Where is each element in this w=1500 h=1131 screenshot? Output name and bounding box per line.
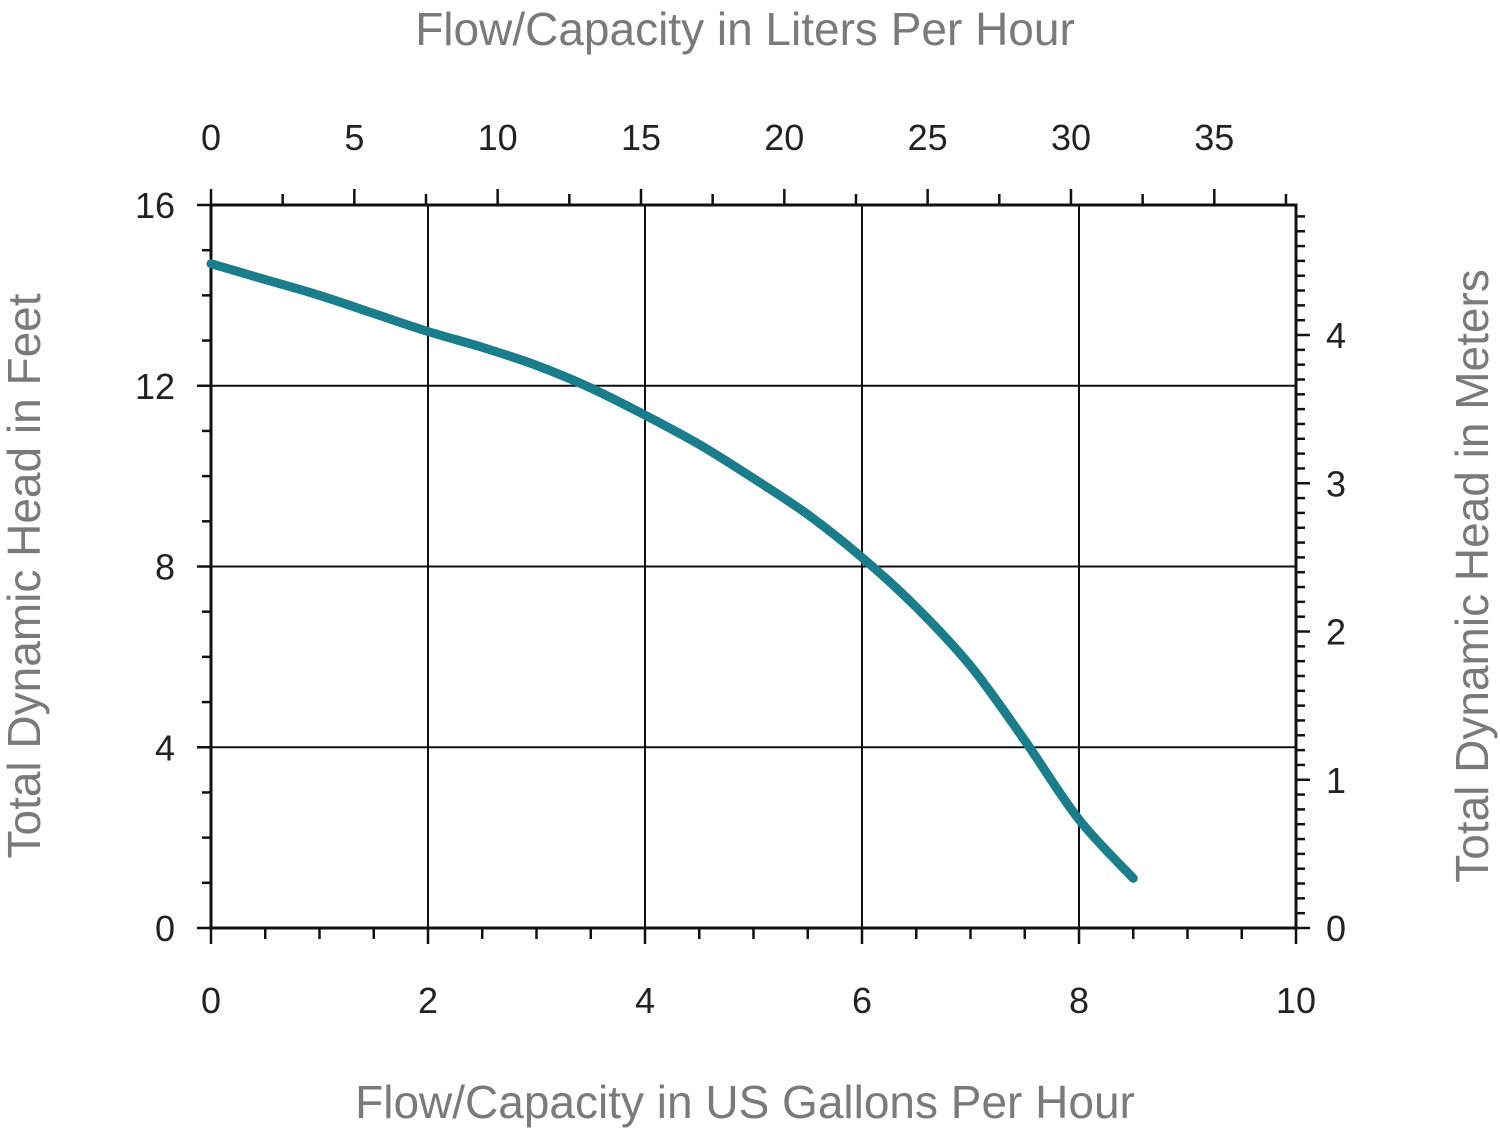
y-tick-label: 4: [155, 727, 175, 768]
y2-tick-label: 2: [1326, 612, 1346, 653]
gridlines: [211, 205, 1296, 928]
y2-tick-label: 3: [1326, 463, 1346, 504]
x2-tick-label: 35: [1194, 117, 1234, 158]
y2-tick-label: 1: [1326, 760, 1346, 801]
y-tick-label: 12: [135, 366, 175, 407]
x2-tick-label: 20: [764, 117, 804, 158]
right-axis-title: Total Dynamic Head in Meters: [1446, 269, 1498, 883]
y-tick-label: 8: [155, 547, 175, 588]
x-tick-label: 4: [635, 980, 655, 1021]
x2-tick-label: 5: [344, 117, 364, 158]
y-tick-label: 0: [155, 908, 175, 949]
bottom-axis-title: Flow/Capacity in US Gallons Per Hour: [355, 1076, 1135, 1128]
x-tick-label: 0: [201, 980, 221, 1021]
series-group: [206, 259, 1138, 883]
x-tick-label: 10: [1276, 980, 1316, 1021]
x-tick-label: 8: [1069, 980, 1089, 1021]
top-axis-title: Flow/Capacity in Liters Per Hour: [415, 3, 1075, 55]
x2-tick-label: 0: [201, 117, 221, 158]
x2-tick-label: 30: [1051, 117, 1091, 158]
x-tick-label: 6: [852, 980, 872, 1021]
y2-tick-label: 4: [1326, 315, 1346, 356]
x2-tick-label: 10: [478, 117, 518, 158]
y2-tick-label: 0: [1326, 908, 1346, 949]
y-tick-label: 16: [135, 185, 175, 226]
plot-frame: [209, 203, 1298, 930]
left-axis-title: Total Dynamic Head in Feet: [0, 293, 50, 858]
x-tick-label: 2: [418, 980, 438, 1021]
x2-tick-label: 25: [908, 117, 948, 158]
x2-tick-label: 15: [621, 117, 661, 158]
series-line: [206, 259, 1138, 883]
